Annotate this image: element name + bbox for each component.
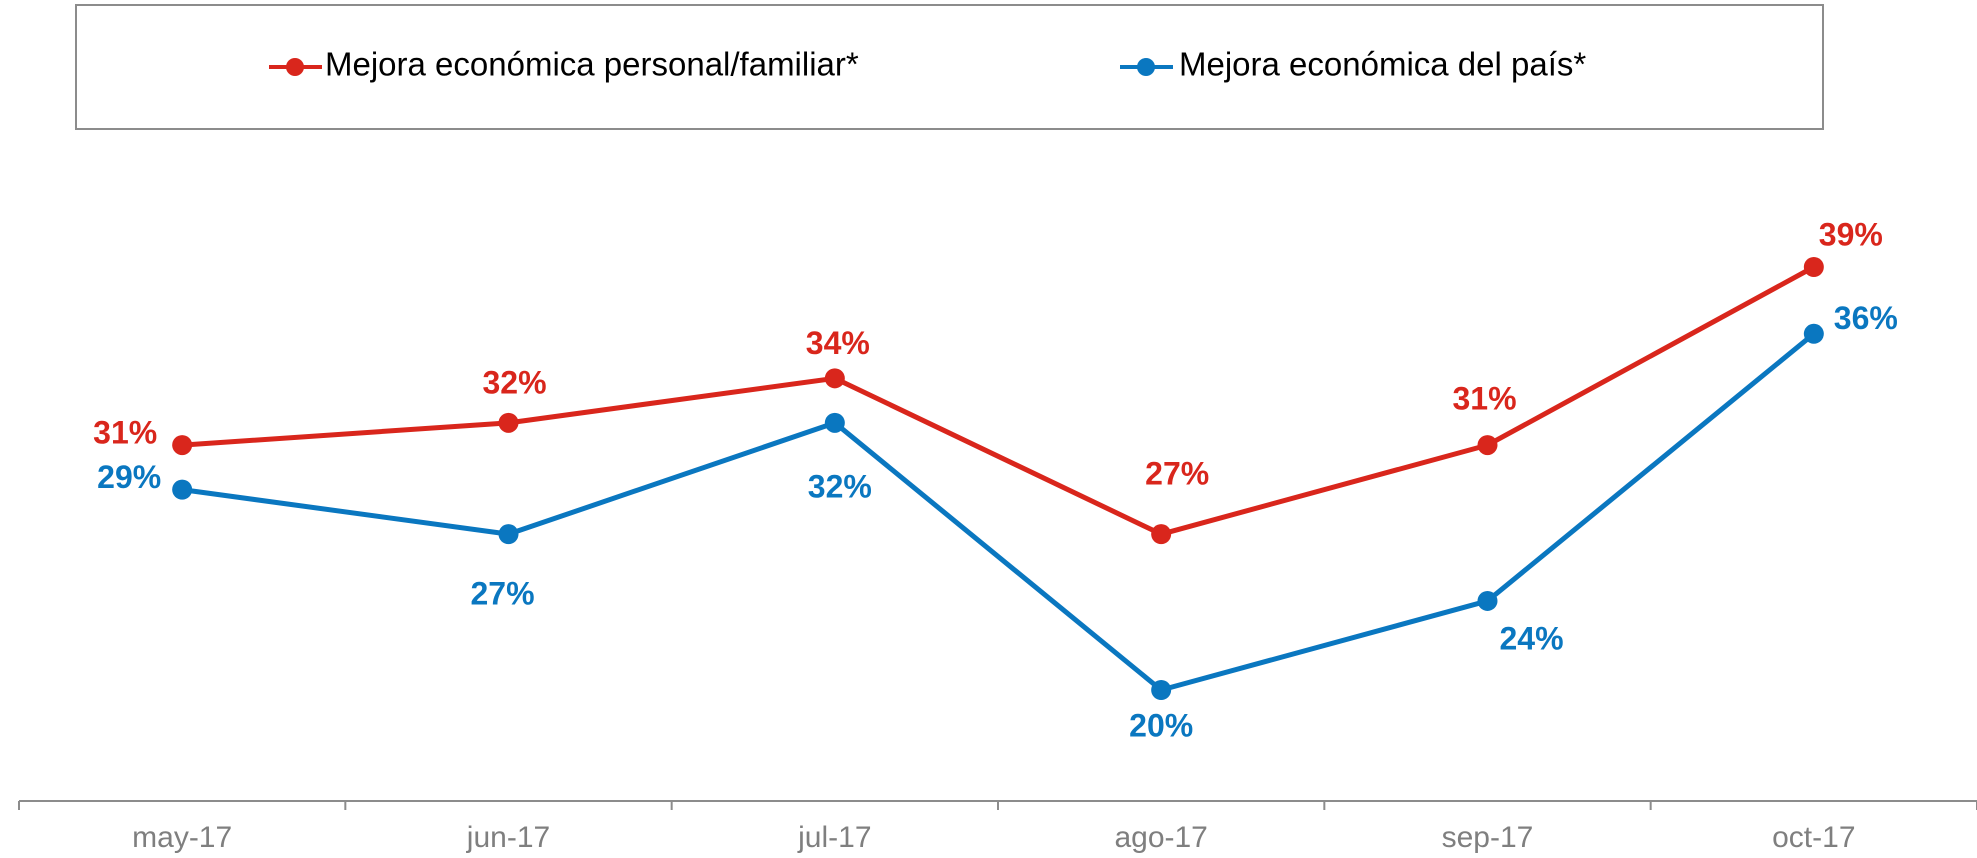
data-label: 39% — [1819, 216, 1883, 252]
data-point — [498, 412, 519, 433]
legend-label: Mejora económica personal/familiar* — [325, 46, 859, 83]
data-point — [172, 479, 193, 500]
data-point — [1803, 257, 1824, 277]
legend-label: Mejora económica del país* — [1179, 46, 1586, 83]
data-point — [824, 368, 845, 389]
data-point — [1803, 323, 1824, 344]
legend-box — [75, 4, 1824, 130]
x-tick-label: may-17 — [132, 821, 232, 854]
data-label: 24% — [1499, 620, 1563, 656]
data-label: 36% — [1834, 300, 1898, 336]
x-tick-label: oct-17 — [1772, 821, 1855, 854]
data-label: 34% — [806, 325, 870, 361]
data-label: 27% — [1145, 456, 1209, 492]
data-point — [172, 435, 193, 456]
legend-marker — [286, 58, 304, 76]
legend-marker — [1137, 58, 1155, 76]
data-point — [824, 412, 845, 433]
series-line — [181, 264, 1816, 537]
data-point — [1477, 435, 1498, 456]
series-line — [181, 331, 1816, 693]
data-point — [1151, 524, 1172, 545]
data-label: 32% — [808, 468, 872, 504]
x-tick-label: sep-17 — [1442, 821, 1534, 854]
data-label: 31% — [93, 415, 157, 451]
x-tick-label: jul-17 — [797, 821, 871, 854]
data-label: 27% — [470, 576, 534, 612]
data-label: 32% — [482, 364, 546, 400]
data-point — [498, 524, 519, 545]
x-tick-label: jun-17 — [466, 821, 550, 854]
x-tick-label: ago-17 — [1114, 821, 1207, 854]
data-label: 31% — [1452, 381, 1516, 417]
data-label: 29% — [97, 459, 161, 495]
data-point — [1477, 590, 1498, 611]
data-point — [1151, 680, 1172, 700]
data-label: 20% — [1129, 707, 1193, 743]
